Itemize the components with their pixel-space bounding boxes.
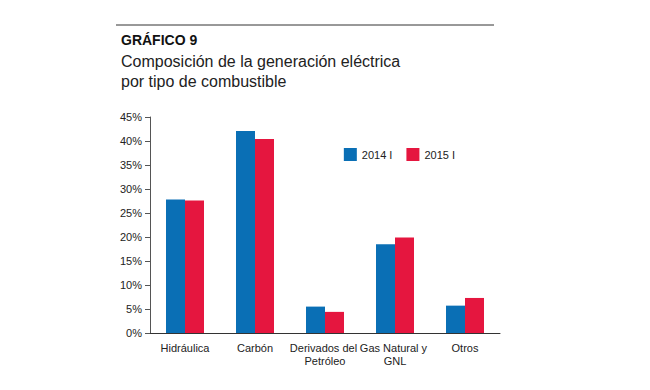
svg-text:Otros: Otros: [452, 342, 479, 354]
svg-text:45%: 45%: [120, 111, 142, 123]
svg-text:35%: 35%: [120, 159, 142, 171]
svg-text:Derivados del: Derivados del: [290, 342, 360, 354]
svg-text:Hidráulica: Hidráulica: [161, 342, 211, 354]
svg-text:10%: 10%: [120, 279, 142, 291]
svg-text:Carbón: Carbón: [237, 342, 273, 354]
svg-text:Composición de la generación e: Composición de la generación eléctrica: [121, 53, 405, 70]
svg-text:40%: 40%: [120, 135, 142, 147]
svg-text:Gas Natural y: Gas Natural y: [360, 342, 430, 354]
svg-text:0%: 0%: [126, 327, 142, 339]
svg-text:25%: 25%: [120, 207, 142, 219]
svg-text:GRÁFICO 9: GRÁFICO 9: [121, 32, 197, 48]
svg-text:2015 I: 2015 I: [424, 149, 455, 161]
svg-text:5%: 5%: [126, 303, 142, 315]
svg-text:GNL: GNL: [384, 355, 407, 367]
svg-text:15%: 15%: [120, 255, 142, 267]
svg-text:20%: 20%: [120, 231, 142, 243]
svg-text:30%: 30%: [120, 183, 142, 195]
svg-text:Petróleo: Petróleo: [305, 355, 346, 367]
svg-text:por tipo de combustible: por tipo de combustible: [121, 73, 287, 90]
svg-text:2014 I: 2014 I: [362, 149, 393, 161]
